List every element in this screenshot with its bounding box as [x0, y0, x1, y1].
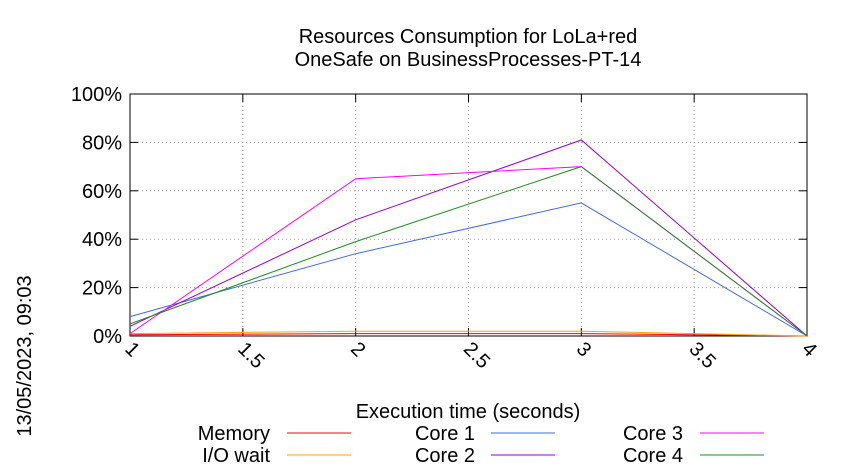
x-axis-label: Execution time (seconds) — [356, 401, 581, 423]
series-line-core-2 — [129, 139, 808, 337]
y-axis: 0% 20% 40% 60% 80% 100% — [71, 84, 807, 348]
series-line-core-4 — [129, 166, 808, 337]
legend-label-core-4: Core 4 — [623, 445, 683, 467]
grid — [129, 93, 808, 337]
x-tick-label: 2.5 — [459, 338, 494, 373]
side-timestamp-label: 13/05/2023, 09:03 — [14, 275, 36, 436]
x-tick-label: 4 — [797, 338, 820, 361]
x-tick-label: 3.5 — [685, 338, 720, 373]
x-tick-label: 2 — [346, 338, 369, 361]
series-line-core-1 — [129, 202, 808, 337]
legend-label-memory: Memory — [198, 423, 270, 445]
y-tick-label: 20% — [82, 278, 122, 300]
legend-label-core-2: Core 2 — [415, 445, 475, 467]
chart-title-line2: OneSafe on BusinessProcesses-PT-14 — [295, 49, 642, 71]
legend-label-i-o-wait: I/O wait — [202, 445, 270, 467]
series-lines — [129, 139, 808, 337]
chart-title-line1: Resources Consumption for LoLa+red — [299, 26, 638, 48]
y-tick-label: 100% — [71, 84, 122, 106]
y-tick-label: 60% — [82, 181, 122, 203]
series-line-memory — [129, 333, 808, 337]
y-tick-label: 40% — [82, 229, 122, 251]
y-tick-label: 80% — [82, 132, 122, 154]
x-tick-label: 1 — [120, 338, 143, 361]
legend-label-core-1: Core 1 — [415, 423, 475, 445]
x-tick-label: 1.5 — [233, 338, 268, 373]
series-line-i-o-wait — [129, 330, 808, 337]
legend-label-core-3: Core 3 — [623, 423, 683, 445]
y-tick-label: 0% — [93, 326, 122, 348]
x-tick-label: 3 — [572, 338, 595, 361]
